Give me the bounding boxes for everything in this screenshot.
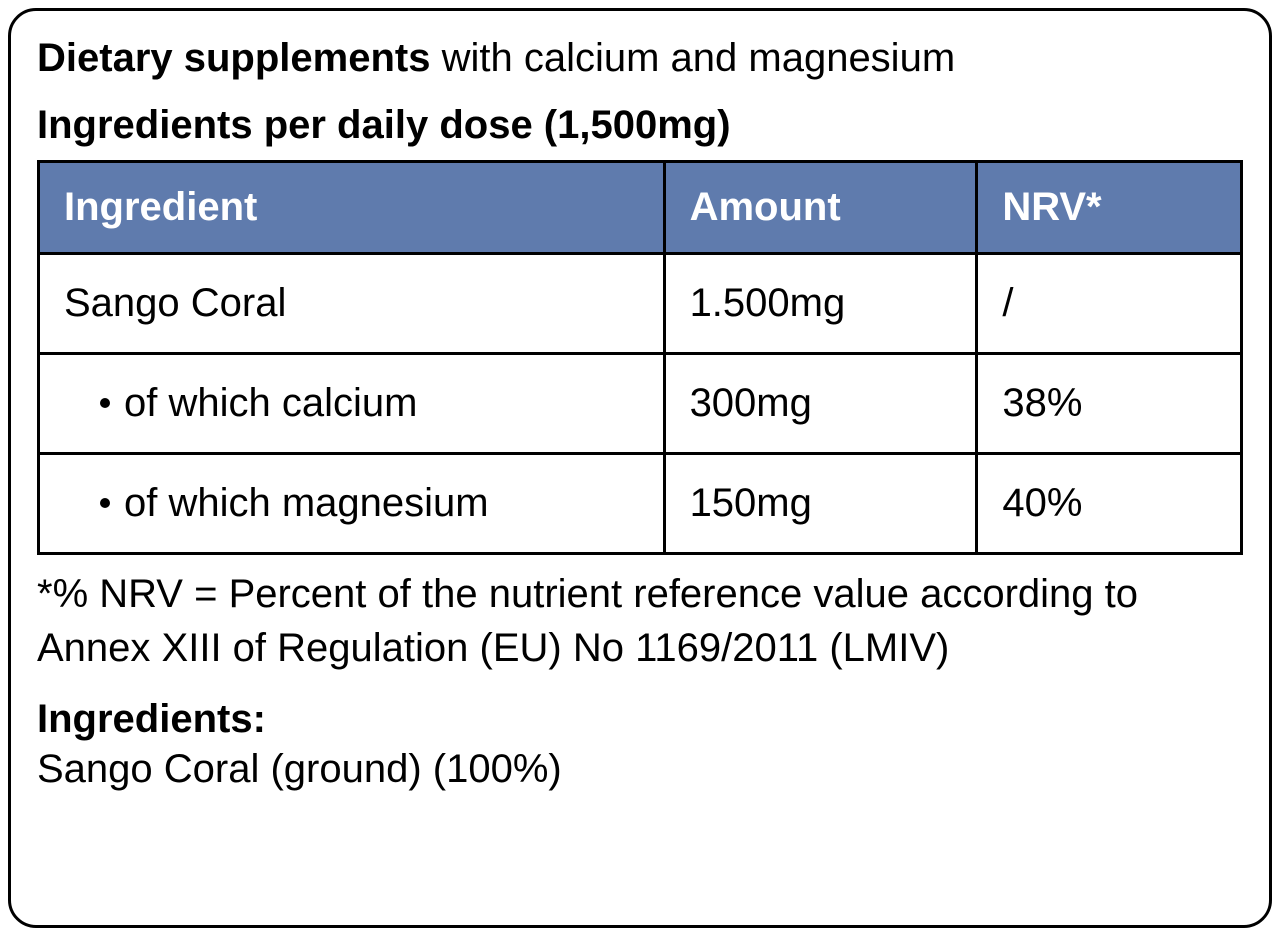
table-header-row: Ingredient Amount NRV* xyxy=(39,162,1242,254)
nrv-footnote: *% NRV = Percent of the nutrient referen… xyxy=(37,567,1243,675)
ingredients-label: Ingredients: xyxy=(37,697,1243,742)
dose-subheading: Ingredients per daily dose (1,500mg) xyxy=(37,103,1243,148)
cell-nrv: 40% xyxy=(977,454,1242,554)
col-header-amount: Amount xyxy=(664,162,977,254)
table-row: of which calcium 300mg 38% xyxy=(39,354,1242,454)
cell-ingredient-text: of which calcium xyxy=(124,381,417,425)
table-row: of which magnesium 150mg 40% xyxy=(39,454,1242,554)
col-header-nrv: NRV* xyxy=(977,162,1242,254)
cell-nrv: / xyxy=(977,254,1242,354)
cell-amount: 1.500mg xyxy=(664,254,977,354)
bullet-icon xyxy=(100,398,110,408)
bullet-icon xyxy=(100,498,110,508)
panel-title-bold: Dietary supplements xyxy=(37,36,430,80)
cell-ingredient: Sango Coral xyxy=(39,254,665,354)
col-header-ingredient: Ingredient xyxy=(39,162,665,254)
cell-ingredient: of which magnesium xyxy=(39,454,665,554)
table-row: Sango Coral 1.500mg / xyxy=(39,254,1242,354)
ingredients-text: Sango Coral (ground) (100%) xyxy=(37,742,1243,796)
supplement-facts-panel: Dietary supplements with calcium and mag… xyxy=(8,8,1272,928)
cell-ingredient: of which calcium xyxy=(39,354,665,454)
panel-title-rest: with calcium and magnesium xyxy=(430,36,955,80)
cell-amount: 300mg xyxy=(664,354,977,454)
ingredients-table: Ingredient Amount NRV* Sango Coral 1.500… xyxy=(37,160,1243,555)
cell-nrv: 38% xyxy=(977,354,1242,454)
cell-ingredient-text: of which magnesium xyxy=(124,481,489,525)
cell-amount: 150mg xyxy=(664,454,977,554)
panel-title: Dietary supplements with calcium and mag… xyxy=(37,31,1243,85)
